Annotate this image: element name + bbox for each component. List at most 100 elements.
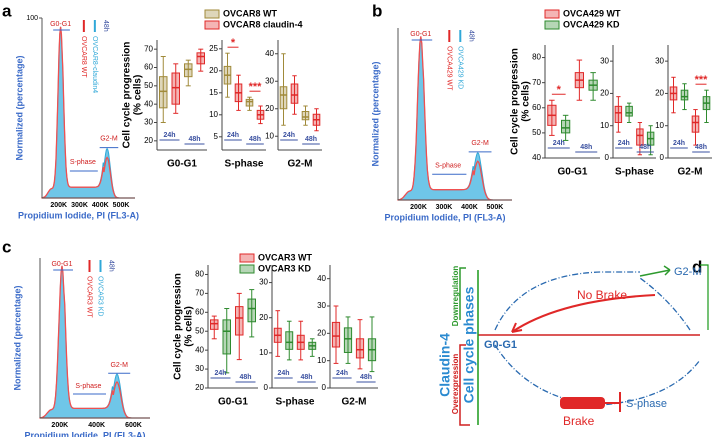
- y-tick-label: 60: [532, 103, 541, 112]
- box: [331, 321, 341, 348]
- group-label: G0-G1: [557, 167, 587, 178]
- panel-label: c: [2, 237, 11, 256]
- hour-label: 48h: [580, 144, 592, 151]
- y-tick-label: 15: [209, 88, 218, 97]
- legend-swatch: [544, 20, 560, 30]
- legend-label: OVCA429 KD: [563, 19, 620, 29]
- legend-label: OVCA429 WT: [563, 8, 621, 18]
- arrow: [639, 269, 671, 277]
- group-label: G0-G1: [218, 397, 248, 408]
- peak-label: S-phase: [70, 159, 96, 166]
- y-tick-label: 20: [317, 328, 326, 337]
- legend-label: OVCAR8 WT: [80, 36, 87, 78]
- legend-label: 48h: [102, 20, 109, 32]
- y-tick-label: 70: [532, 78, 541, 87]
- y-tick-label: 50: [144, 81, 153, 90]
- histogram-kd: [39, 265, 150, 419]
- significance: *: [557, 84, 562, 96]
- y-tick-label: 40: [317, 274, 326, 283]
- y-tick-label: 5: [214, 132, 219, 141]
- hour-label: 48h: [188, 136, 200, 143]
- legend-swatch: [544, 9, 560, 19]
- box: [279, 86, 288, 110]
- phase-label: G2-M: [674, 266, 702, 278]
- x-tick-label: 400K: [461, 204, 478, 211]
- x-axis-label: Propidium Iodide, PI (FL3-A): [25, 430, 146, 437]
- box: [196, 52, 205, 65]
- x-tick-label: 200K: [50, 202, 67, 209]
- box: [636, 128, 644, 146]
- legend-label: 48h: [467, 30, 474, 42]
- legend-label: OVCAR3 KD: [97, 276, 104, 316]
- hour-label: 48h: [360, 374, 372, 381]
- y-axis-label: Cell cycle progression: [122, 42, 133, 149]
- phase-label: S-phase: [626, 398, 667, 410]
- hour-label: 48h: [305, 136, 317, 143]
- y-tick-label: 40: [144, 99, 153, 108]
- y-axis-label: Cell cycle progression: [173, 273, 184, 380]
- arrow-head: [663, 265, 671, 276]
- y-tick-label: 30: [259, 278, 268, 287]
- down-bracket: [459, 344, 470, 426]
- up-bracket: [459, 267, 466, 320]
- legend-label: OVCAR3 WT: [86, 276, 93, 318]
- hour-label: 24h: [277, 370, 289, 377]
- group-label: G2-M: [678, 167, 703, 178]
- box: [159, 76, 168, 109]
- y-axis-label: Normalized (percentage): [14, 55, 24, 160]
- peak-label: G0-G1: [50, 21, 71, 28]
- arrow: [511, 294, 656, 333]
- legend-label: OVCAR8-claudin4: [91, 36, 98, 93]
- hour-label: 48h: [695, 144, 707, 151]
- box: [235, 306, 244, 336]
- box: [691, 115, 700, 133]
- box: [222, 319, 231, 355]
- y-axis-label: (% cells): [521, 81, 532, 122]
- y-tick-label: 20: [209, 66, 218, 75]
- panel-label: a: [2, 1, 12, 20]
- peak-label: S-phase: [435, 162, 461, 169]
- y-tick-label: 30: [265, 76, 274, 85]
- up-label: Downregulation: [451, 266, 460, 327]
- group-label: G2-M: [288, 159, 313, 170]
- box: [247, 298, 256, 323]
- y-tick-label: 30: [144, 118, 153, 127]
- peak-label: S-phase: [75, 383, 101, 390]
- peak-label: G2-M: [471, 140, 489, 147]
- y-tick-label: 0: [264, 383, 269, 392]
- box: [184, 63, 193, 78]
- hour-label: 24h: [553, 140, 565, 147]
- hour-label: 24h: [283, 132, 295, 139]
- group-label: G0-G1: [167, 159, 197, 170]
- y-tick-label: 30: [195, 364, 204, 373]
- y-axis-label: Normalized (percentage): [370, 61, 380, 166]
- hour-label: 24h: [618, 140, 630, 147]
- legend-swatch: [204, 9, 220, 19]
- brake-block: [560, 397, 605, 409]
- y-tick-label: 20: [265, 104, 274, 113]
- x-axis-label: Propidium Iodide, PI (FL3-A): [18, 210, 139, 220]
- y-tick-label: 10: [600, 121, 609, 130]
- x-tick-label: 200K: [410, 204, 427, 211]
- y-tick-label: 70: [195, 288, 204, 297]
- hour-label: 48h: [300, 374, 312, 381]
- peak-label: G2-M: [110, 362, 128, 369]
- hour-label: 24h: [227, 132, 239, 139]
- box: [301, 111, 310, 121]
- right-bracket: [700, 264, 709, 330]
- hour-label: 48h: [639, 144, 651, 151]
- y-tick-label: 60: [195, 307, 204, 316]
- legend-label: OVCA429 WT: [445, 46, 452, 91]
- axis-label: Cell cycle phases: [461, 286, 477, 403]
- y-axis-label: (% cells): [133, 75, 144, 116]
- box: [561, 119, 571, 134]
- y-tick-label: 80: [195, 270, 204, 279]
- x-axis-label: Propidium Iodide, PI (FL3-A): [385, 212, 506, 222]
- y-tick-label: 30: [655, 56, 664, 65]
- histogram-kd: [397, 36, 512, 201]
- cycle-arc: [639, 277, 691, 331]
- x-tick-label: 500K: [487, 204, 504, 211]
- x-tick-label: 300K: [436, 204, 453, 211]
- nobrake-label: No Brake: [577, 288, 627, 302]
- y-tick-label: 20: [259, 313, 268, 322]
